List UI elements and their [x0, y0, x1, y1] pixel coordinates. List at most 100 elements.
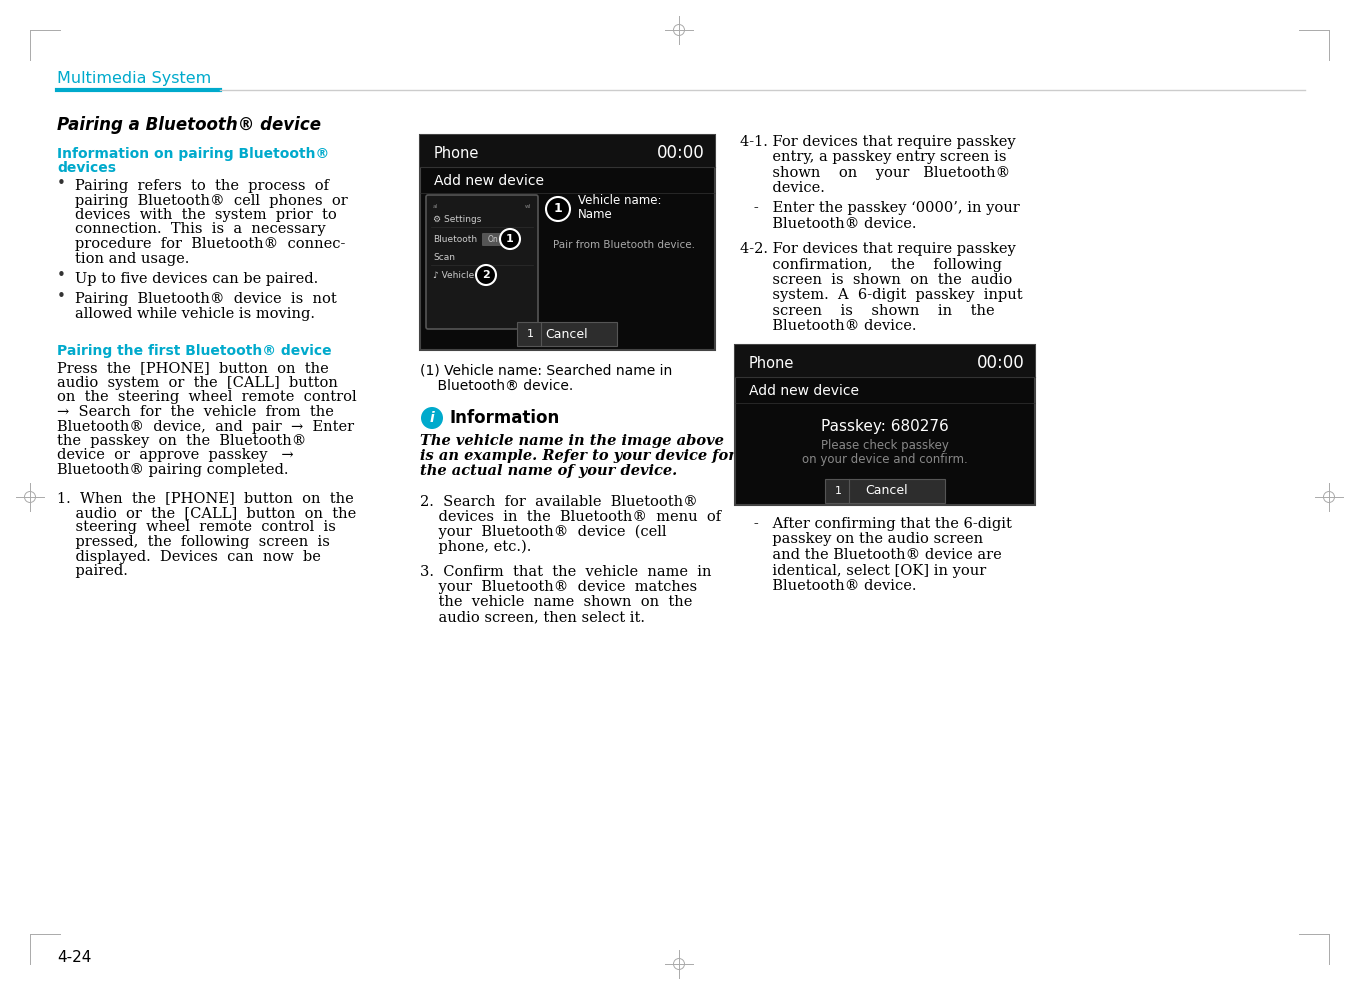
Text: Bluetooth: Bluetooth — [434, 235, 477, 244]
Text: audio screen, then select it.: audio screen, then select it. — [420, 610, 646, 624]
FancyBboxPatch shape — [420, 135, 715, 350]
Text: •: • — [57, 176, 65, 191]
Text: 00:00: 00:00 — [658, 144, 705, 162]
FancyBboxPatch shape — [420, 135, 715, 167]
Text: •: • — [57, 268, 65, 283]
Text: (1) Vehicle name: Searched name in: (1) Vehicle name: Searched name in — [420, 364, 673, 378]
Text: connection.  This  is  a  necessary: connection. This is a necessary — [75, 223, 326, 237]
Text: Pairing a Bluetooth® device: Pairing a Bluetooth® device — [57, 116, 321, 134]
Text: 00:00: 00:00 — [977, 354, 1025, 372]
FancyBboxPatch shape — [425, 195, 538, 329]
Text: and the Bluetooth® device are: and the Bluetooth® device are — [741, 548, 1002, 562]
Text: 2.  Search  for  available  Bluetooth®: 2. Search for available Bluetooth® — [420, 495, 697, 509]
Text: audio  or  the  [CALL]  button  on  the: audio or the [CALL] button on the — [57, 506, 356, 520]
Text: Pairing the first Bluetooth® device: Pairing the first Bluetooth® device — [57, 344, 332, 358]
Text: pressed,  the  following  screen  is: pressed, the following screen is — [57, 535, 330, 549]
Text: Information: Information — [450, 409, 560, 427]
Text: 1.  When  the  [PHONE]  button  on  the: 1. When the [PHONE] button on the — [57, 491, 353, 506]
Text: ♪ Vehicle na...: ♪ Vehicle na... — [434, 270, 497, 279]
Text: phone, etc.).: phone, etc.). — [420, 540, 531, 555]
Text: devices: devices — [57, 161, 116, 175]
Text: Pairing  Bluetooth®  device  is  not: Pairing Bluetooth® device is not — [75, 292, 337, 306]
Text: steering  wheel  remote  control  is: steering wheel remote control is — [57, 521, 336, 535]
Text: Please check passkey: Please check passkey — [821, 438, 949, 451]
Text: Information on pairing Bluetooth®: Information on pairing Bluetooth® — [57, 147, 329, 161]
Text: Phone: Phone — [749, 356, 795, 371]
Text: confirmation,    the    following: confirmation, the following — [741, 257, 1002, 271]
Text: Bluetooth® device.: Bluetooth® device. — [420, 379, 573, 393]
Text: Up to five devices can be paired.: Up to five devices can be paired. — [75, 272, 318, 286]
Text: on  the  steering  wheel  remote  control: on the steering wheel remote control — [57, 391, 356, 405]
FancyBboxPatch shape — [516, 322, 617, 346]
Text: Vehicle name:: Vehicle name: — [578, 195, 662, 208]
Text: Phone: Phone — [434, 145, 480, 160]
Text: device.: device. — [741, 182, 825, 196]
Text: wl: wl — [525, 205, 531, 210]
Text: The vehicle name in the image above: The vehicle name in the image above — [420, 434, 724, 448]
Text: 2: 2 — [482, 270, 489, 280]
Text: audio  system  or  the  [CALL]  button: audio system or the [CALL] button — [57, 376, 338, 390]
Text: Pair from Bluetooth device.: Pair from Bluetooth device. — [553, 240, 694, 250]
Text: on your device and confirm.: on your device and confirm. — [802, 452, 968, 465]
FancyBboxPatch shape — [825, 479, 945, 503]
Text: Add new device: Add new device — [434, 174, 544, 188]
Text: ⚙ Settings: ⚙ Settings — [434, 215, 481, 224]
Text: identical, select [OK] in your: identical, select [OK] in your — [741, 564, 987, 578]
Text: 1: 1 — [527, 329, 534, 339]
Text: 4-2. For devices that require passkey: 4-2. For devices that require passkey — [741, 242, 1015, 256]
FancyBboxPatch shape — [735, 345, 1036, 377]
Text: screen  is  shown  on  the  audio: screen is shown on the audio — [741, 273, 1012, 287]
Text: •: • — [57, 289, 65, 304]
Text: your  Bluetooth®  device  (cell: your Bluetooth® device (cell — [420, 525, 666, 540]
Text: devices  with  the  system  prior  to: devices with the system prior to — [75, 208, 337, 222]
Text: system.  A  6-digit  passkey  input: system. A 6-digit passkey input — [741, 288, 1022, 302]
Text: Bluetooth® device.: Bluetooth® device. — [741, 319, 916, 334]
Text: paired.: paired. — [57, 564, 128, 578]
Text: 1: 1 — [553, 203, 563, 216]
Text: Name: Name — [578, 209, 613, 222]
Text: Cancel: Cancel — [546, 327, 588, 341]
Text: 4-1. For devices that require passkey: 4-1. For devices that require passkey — [741, 135, 1015, 149]
Text: tion and usage.: tion and usage. — [75, 251, 189, 265]
Text: procedure  for  Bluetooth®  connec-: procedure for Bluetooth® connec- — [75, 237, 345, 251]
Text: your  Bluetooth®  device  matches: your Bluetooth® device matches — [420, 580, 697, 594]
Text: pairing  Bluetooth®  cell  phones  or: pairing Bluetooth® cell phones or — [75, 194, 348, 208]
Text: Add new device: Add new device — [749, 384, 859, 398]
Text: shown    on    your   Bluetooth®: shown on your Bluetooth® — [741, 166, 1010, 180]
Text: is an example. Refer to your device for: is an example. Refer to your device for — [420, 449, 737, 463]
Text: Pairing  refers  to  the  process  of: Pairing refers to the process of — [75, 179, 329, 193]
Text: the  vehicle  name  shown  on  the: the vehicle name shown on the — [420, 595, 692, 609]
Text: screen    is    shown    in    the: screen is shown in the — [741, 304, 995, 318]
Circle shape — [500, 229, 520, 249]
Text: →  Search  for  the  vehicle  from  the: → Search for the vehicle from the — [57, 405, 334, 419]
Text: -   After confirming that the 6-digit: - After confirming that the 6-digit — [741, 517, 1012, 531]
Text: allowed while vehicle is moving.: allowed while vehicle is moving. — [75, 307, 315, 321]
Text: -   Enter the passkey ‘0000’, in your: - Enter the passkey ‘0000’, in your — [741, 201, 1019, 215]
Text: entry, a passkey entry screen is: entry, a passkey entry screen is — [741, 150, 1007, 164]
Text: 3.  Confirm  that  the  vehicle  name  in: 3. Confirm that the vehicle name in — [420, 565, 712, 579]
Text: device  or  approve  passkey   →: device or approve passkey → — [57, 448, 294, 462]
Circle shape — [421, 407, 443, 429]
Text: passkey on the audio screen: passkey on the audio screen — [741, 533, 983, 547]
Text: devices  in  the  Bluetooth®  menu  of: devices in the Bluetooth® menu of — [420, 510, 722, 524]
Circle shape — [476, 265, 496, 285]
Text: i: i — [429, 411, 435, 425]
Circle shape — [546, 197, 569, 221]
Text: Bluetooth® device.: Bluetooth® device. — [741, 579, 916, 593]
Text: displayed.  Devices  can  now  be: displayed. Devices can now be — [57, 550, 321, 564]
Text: al: al — [434, 205, 438, 210]
Text: Bluetooth® pairing completed.: Bluetooth® pairing completed. — [57, 463, 288, 477]
Text: the actual name of your device.: the actual name of your device. — [420, 464, 677, 478]
FancyBboxPatch shape — [482, 233, 506, 246]
Text: On: On — [488, 236, 499, 245]
FancyBboxPatch shape — [735, 345, 1036, 505]
Text: Bluetooth® device.: Bluetooth® device. — [741, 217, 916, 231]
Text: Cancel: Cancel — [866, 484, 908, 498]
Text: Scan: Scan — [434, 252, 455, 261]
Text: 4-24: 4-24 — [57, 950, 91, 965]
Text: Bluetooth®  device,  and  pair  →  Enter: Bluetooth® device, and pair → Enter — [57, 419, 355, 433]
Text: 1: 1 — [506, 234, 514, 244]
Text: 1: 1 — [834, 486, 843, 496]
Text: Multimedia System: Multimedia System — [57, 71, 211, 85]
Text: Press  the  [PHONE]  button  on  the: Press the [PHONE] button on the — [57, 362, 329, 376]
